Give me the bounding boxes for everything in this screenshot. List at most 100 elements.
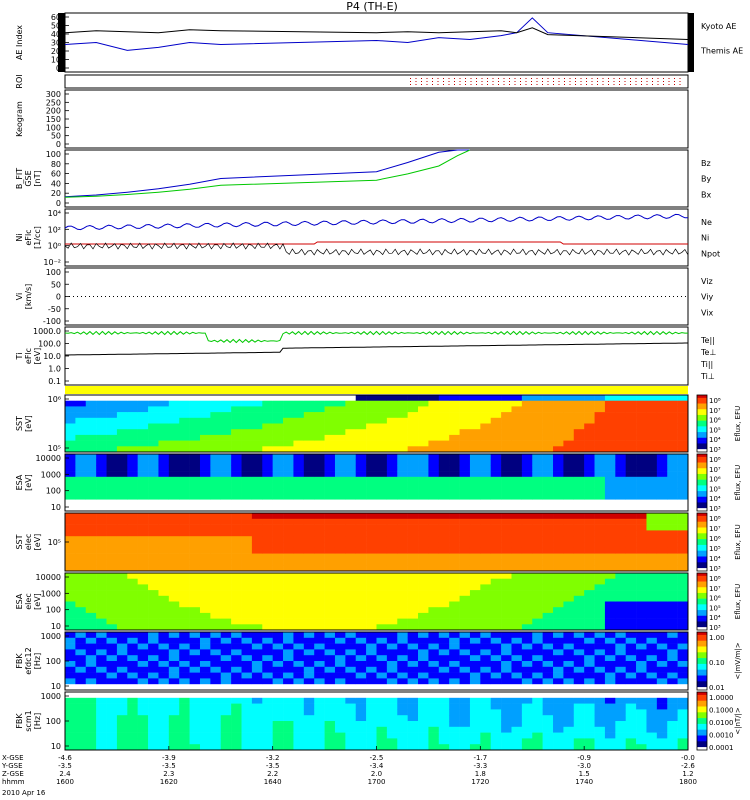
spectrogram-cell <box>656 607 668 614</box>
roi-dot <box>635 84 637 85</box>
spectrogram-cell <box>231 429 242 436</box>
roi-dot <box>619 81 620 82</box>
spectrogram-cell <box>241 632 253 639</box>
spectrogram-cell <box>511 672 523 679</box>
spectrogram-cell <box>148 578 159 585</box>
spectrogram-cell <box>511 423 523 430</box>
spectrogram-cell <box>584 632 595 639</box>
spectrogram-cell <box>490 744 502 751</box>
spectrogram-cell <box>646 471 658 478</box>
spectrogram-cell <box>148 505 159 512</box>
spectrogram-cell <box>199 395 211 401</box>
spectrogram-cell <box>480 493 492 500</box>
spectrogram-cell <box>615 530 626 537</box>
spectrogram-cell <box>449 661 460 668</box>
roi-dot <box>630 81 631 82</box>
colorbar-cell <box>697 406 707 410</box>
colorbar-cell <box>697 502 707 506</box>
colorbar-cell <box>697 621 707 625</box>
spectrogram-cell <box>148 612 159 619</box>
spectrogram-cell <box>542 672 554 679</box>
spectrogram-cell <box>283 547 294 554</box>
spectrogram-cell <box>501 744 512 751</box>
spectrogram-cell <box>521 524 533 531</box>
spectrogram-cell <box>303 649 315 656</box>
spectrogram-cell <box>418 429 429 436</box>
spectrogram-cell <box>480 595 492 602</box>
spectrogram-cell <box>324 406 336 413</box>
spectrogram-cell <box>604 499 616 506</box>
spectrogram-cell <box>355 536 367 543</box>
spectrogram-cell <box>604 584 616 591</box>
spectrogram-cell <box>251 661 263 668</box>
roi-dot <box>437 81 439 82</box>
spectrogram-cell <box>210 738 222 745</box>
spectrogram-cell <box>345 488 357 495</box>
roi-dot <box>443 78 444 79</box>
spectrogram-cell <box>656 553 668 560</box>
spectrogram-cell <box>85 709 97 716</box>
spectrogram-cell <box>667 536 678 543</box>
spectrogram-cell <box>542 465 554 472</box>
spectrogram-cell <box>418 417 429 424</box>
spectrogram-cell <box>532 459 543 466</box>
spectrogram-cell <box>85 459 97 466</box>
spectrogram-cell <box>345 471 357 478</box>
spectrogram-cell <box>667 607 678 614</box>
spectrogram-cell <box>283 553 294 560</box>
spectrogram-cell <box>303 703 315 710</box>
spectrogram-cell <box>418 488 429 495</box>
spectrogram-cell <box>532 584 543 591</box>
spectrogram-cell <box>397 493 408 500</box>
spectrogram-cell <box>345 703 357 710</box>
spectrogram-cell <box>604 530 616 537</box>
spectrogram-cell <box>293 590 305 597</box>
spectrogram-cell <box>604 423 616 430</box>
spectrogram-cell <box>438 738 450 745</box>
spectrogram-cell <box>490 423 502 430</box>
spectrogram-cell <box>449 412 460 419</box>
spectrogram-cell <box>231 643 242 650</box>
spectrogram-cell <box>521 573 533 579</box>
spectrogram-cell <box>656 482 668 489</box>
spectrogram-cell <box>65 446 76 453</box>
spectrogram-cell <box>584 703 595 710</box>
colorbar-cell <box>697 744 707 748</box>
spectrogram-cell <box>179 482 190 489</box>
spectrogram-cell <box>293 530 305 537</box>
spectrogram-cell <box>625 412 637 419</box>
spectrogram-cell <box>116 524 128 531</box>
spectrogram-cell <box>386 637 398 644</box>
spectrogram-cell <box>85 429 97 436</box>
spectrogram-cell <box>594 412 606 419</box>
spectrogram-cell <box>283 666 294 673</box>
spectrogram-cell <box>96 655 107 662</box>
ytick-label: 50 <box>51 132 61 141</box>
spectrogram-cell <box>116 744 128 751</box>
spectrogram-cell <box>189 655 201 662</box>
spectrogram-cell <box>189 732 201 739</box>
colorbar-cell <box>697 524 707 528</box>
spectrogram-cell <box>449 672 460 679</box>
spectrogram-cell <box>85 412 97 419</box>
spectrogram-cell <box>459 584 471 591</box>
spectrogram-cell <box>137 726 149 733</box>
spectrogram-cell <box>355 423 367 430</box>
spectrogram-cell <box>625 590 637 597</box>
spectrogram-cell <box>355 584 367 591</box>
spectrogram-cell <box>303 732 315 739</box>
spectrogram-cell <box>272 590 284 597</box>
spectrogram-cell <box>314 678 325 685</box>
spectrogram-cell <box>553 715 564 722</box>
spectrogram-cell <box>210 612 222 619</box>
spectrogram-cell <box>199 744 211 751</box>
spectrogram-cell <box>148 607 159 614</box>
spectrogram-cell <box>490 732 502 739</box>
spectrogram-cell <box>231 454 242 460</box>
spectrogram-cell <box>615 624 626 631</box>
spectrogram-cell <box>573 488 585 495</box>
spectrogram-cell <box>241 703 253 710</box>
spectrogram-cell <box>469 624 481 631</box>
spectrogram-cell <box>283 476 294 483</box>
spectrogram-cell <box>438 703 450 710</box>
